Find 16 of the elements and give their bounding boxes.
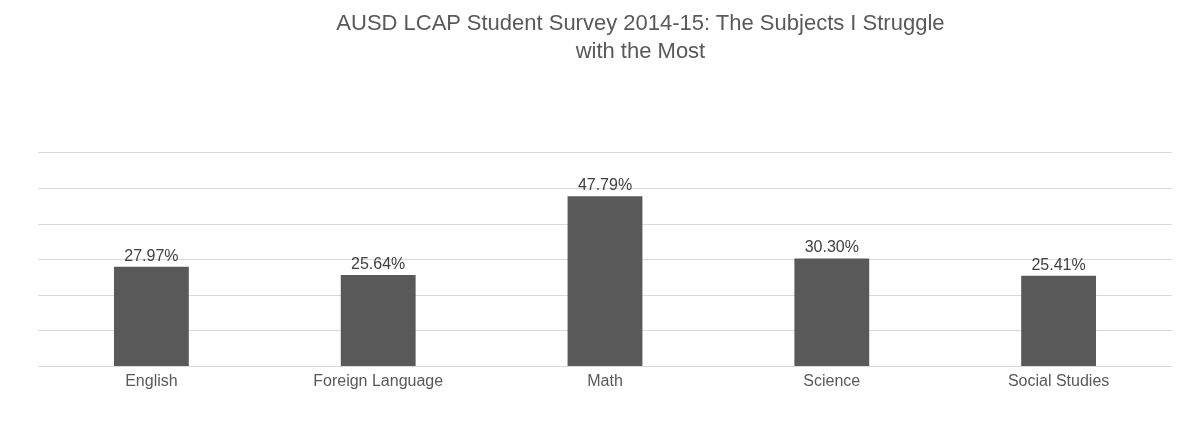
x-tick-label: Science xyxy=(803,372,861,390)
x-tick-label: Social Studies xyxy=(1007,372,1110,390)
bar xyxy=(794,258,870,366)
data-label: 27.97% xyxy=(124,246,179,264)
data-label: 25.41% xyxy=(1031,255,1086,273)
x-tick-label: Math xyxy=(587,372,623,390)
bar xyxy=(1021,275,1097,366)
bar xyxy=(113,266,189,366)
x-tick-label: English xyxy=(125,372,178,390)
data-label: 30.30% xyxy=(804,238,859,256)
x-tick-label: Foreign Language xyxy=(313,372,444,390)
data-label: 25.64% xyxy=(351,254,406,272)
bar xyxy=(340,274,416,366)
chart-title: AUSD LCAP Student Survey 2014-15: The Subjects I Struggle with the Most xyxy=(336,9,945,64)
data-label: 47.79% xyxy=(577,176,633,194)
bar xyxy=(567,196,643,366)
